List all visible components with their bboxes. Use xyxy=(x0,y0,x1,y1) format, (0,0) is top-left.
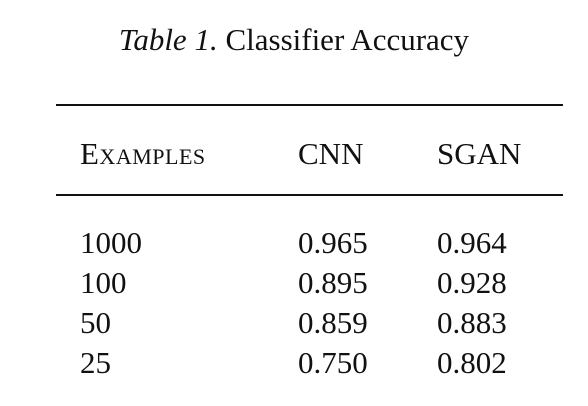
cell-sgan: 0.928 xyxy=(437,265,507,300)
cell-cnn: 0.965 xyxy=(298,225,368,260)
cell-cnn: 0.895 xyxy=(298,265,368,300)
table-header-rule xyxy=(56,194,563,196)
column-header-cnn: CNN xyxy=(298,136,364,171)
table-caption: Table 1. Classifier Accuracy xyxy=(0,20,588,60)
column-header-examples: Examples xyxy=(80,136,206,171)
table-row: 100 0.895 0.928 xyxy=(0,263,588,303)
table-row: 25 0.750 0.802 xyxy=(0,343,588,383)
table-top-rule xyxy=(56,104,563,106)
cell-cnn: 0.859 xyxy=(298,305,368,340)
table-row: 1000 0.965 0.964 xyxy=(0,223,588,263)
table-caption-label: Table 1. xyxy=(118,22,218,57)
table-header-row: Examples CNN SGAN xyxy=(0,134,588,174)
column-header-sgan: SGAN xyxy=(437,136,522,171)
cell-examples: 50 xyxy=(80,305,111,340)
cell-sgan: 0.883 xyxy=(437,305,507,340)
table-row: 50 0.859 0.883 xyxy=(0,303,588,343)
cell-sgan: 0.964 xyxy=(437,225,507,260)
cell-cnn: 0.750 xyxy=(298,345,368,380)
cell-examples: 1000 xyxy=(80,225,142,260)
cell-examples: 100 xyxy=(80,265,127,300)
cell-examples: 25 xyxy=(80,345,111,380)
table-body: 1000 0.965 0.964 100 0.895 0.928 50 0.85… xyxy=(0,223,588,383)
cell-sgan: 0.802 xyxy=(437,345,507,380)
table-caption-title: Classifier Accuracy xyxy=(225,22,470,57)
